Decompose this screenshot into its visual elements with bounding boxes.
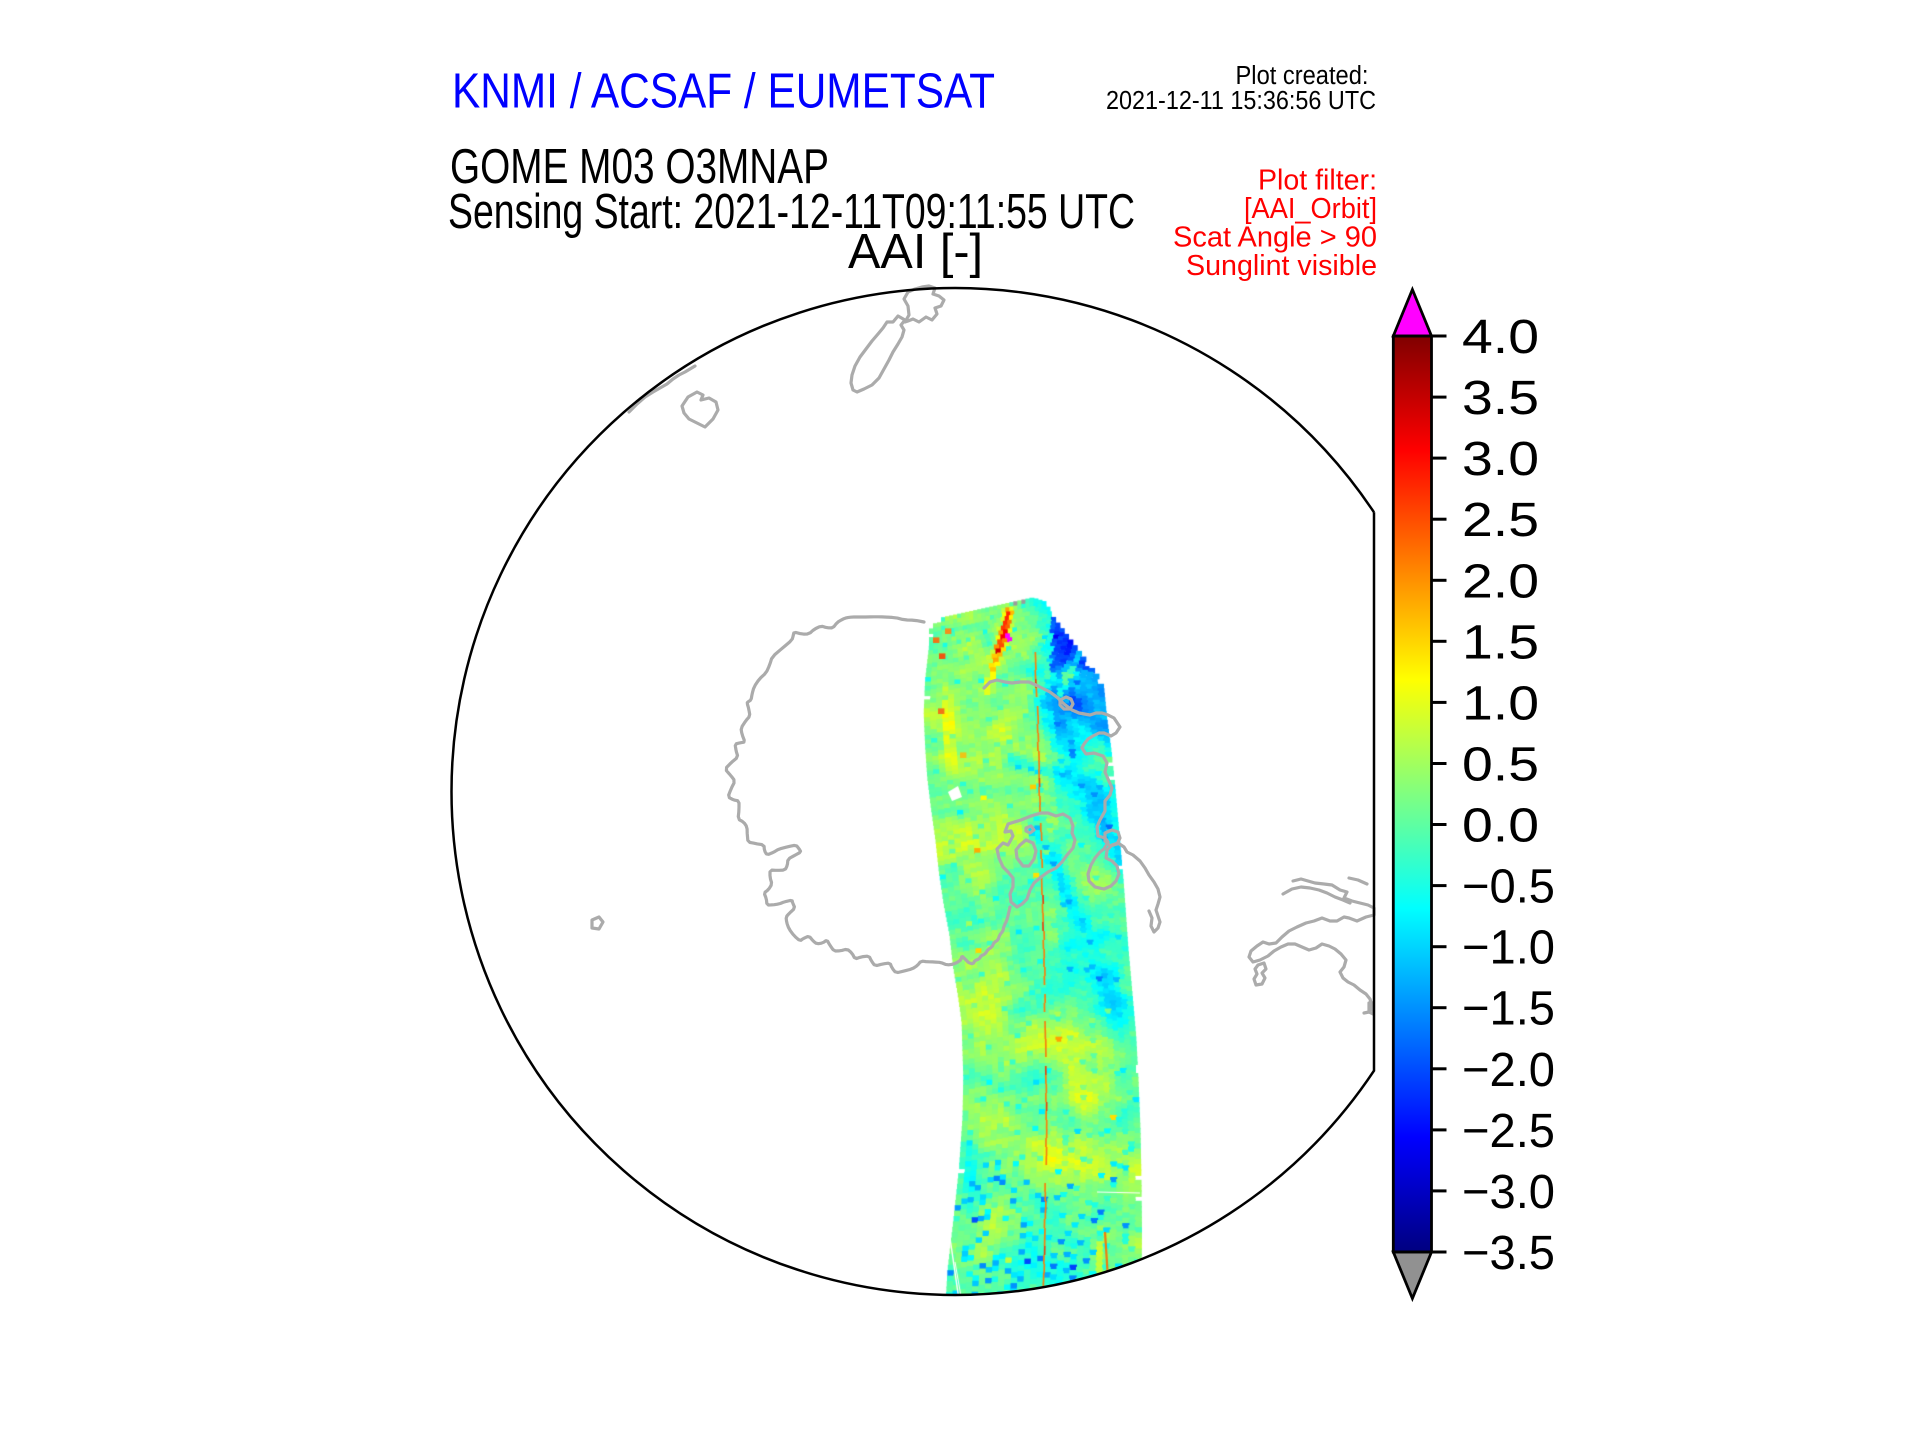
svg-text:−3.0: −3.0 bbox=[1462, 1165, 1555, 1219]
svg-text:Plot created:: Plot created: bbox=[1236, 62, 1369, 90]
svg-text:Plot filter:: Plot filter: bbox=[1258, 164, 1377, 196]
svg-text:−0.5: −0.5 bbox=[1462, 860, 1555, 914]
svg-text:AAI [-]: AAI [-] bbox=[848, 225, 983, 279]
svg-text:2.0: 2.0 bbox=[1462, 554, 1539, 608]
svg-text:GOME M03 O3MNAP: GOME M03 O3MNAP bbox=[450, 140, 829, 194]
svg-text:3.5: 3.5 bbox=[1462, 371, 1539, 425]
svg-text:−2.0: −2.0 bbox=[1462, 1043, 1555, 1097]
svg-text:−1.0: −1.0 bbox=[1462, 921, 1555, 975]
svg-text:0.0: 0.0 bbox=[1462, 799, 1539, 853]
svg-text:Scat Angle > 90: Scat Angle > 90 bbox=[1173, 222, 1377, 254]
svg-text:1.5: 1.5 bbox=[1462, 615, 1539, 669]
svg-text:4.0: 4.0 bbox=[1462, 310, 1539, 364]
svg-text:KNMI / ACSAF / EUMETSAT: KNMI / ACSAF / EUMETSAT bbox=[452, 65, 995, 119]
svg-text:Sunglint visible: Sunglint visible bbox=[1186, 250, 1377, 282]
svg-text:3.0: 3.0 bbox=[1462, 432, 1539, 486]
svg-text:Sensing Start: 2021-12-11T09:1: Sensing Start: 2021-12-11T09:11:55 UTC bbox=[448, 185, 1135, 239]
svg-text:−3.5: −3.5 bbox=[1462, 1226, 1555, 1280]
svg-text:2.5: 2.5 bbox=[1462, 493, 1539, 547]
svg-text:−1.5: −1.5 bbox=[1462, 982, 1555, 1036]
svg-text:[AAI_Orbit]: [AAI_Orbit] bbox=[1244, 193, 1377, 225]
svg-text:1.0: 1.0 bbox=[1462, 676, 1539, 730]
svg-text:2021-12-11 15:36:56 UTC: 2021-12-11 15:36:56 UTC bbox=[1106, 87, 1376, 115]
svg-text:0.5: 0.5 bbox=[1462, 738, 1539, 792]
svg-text:−2.5: −2.5 bbox=[1462, 1104, 1555, 1158]
